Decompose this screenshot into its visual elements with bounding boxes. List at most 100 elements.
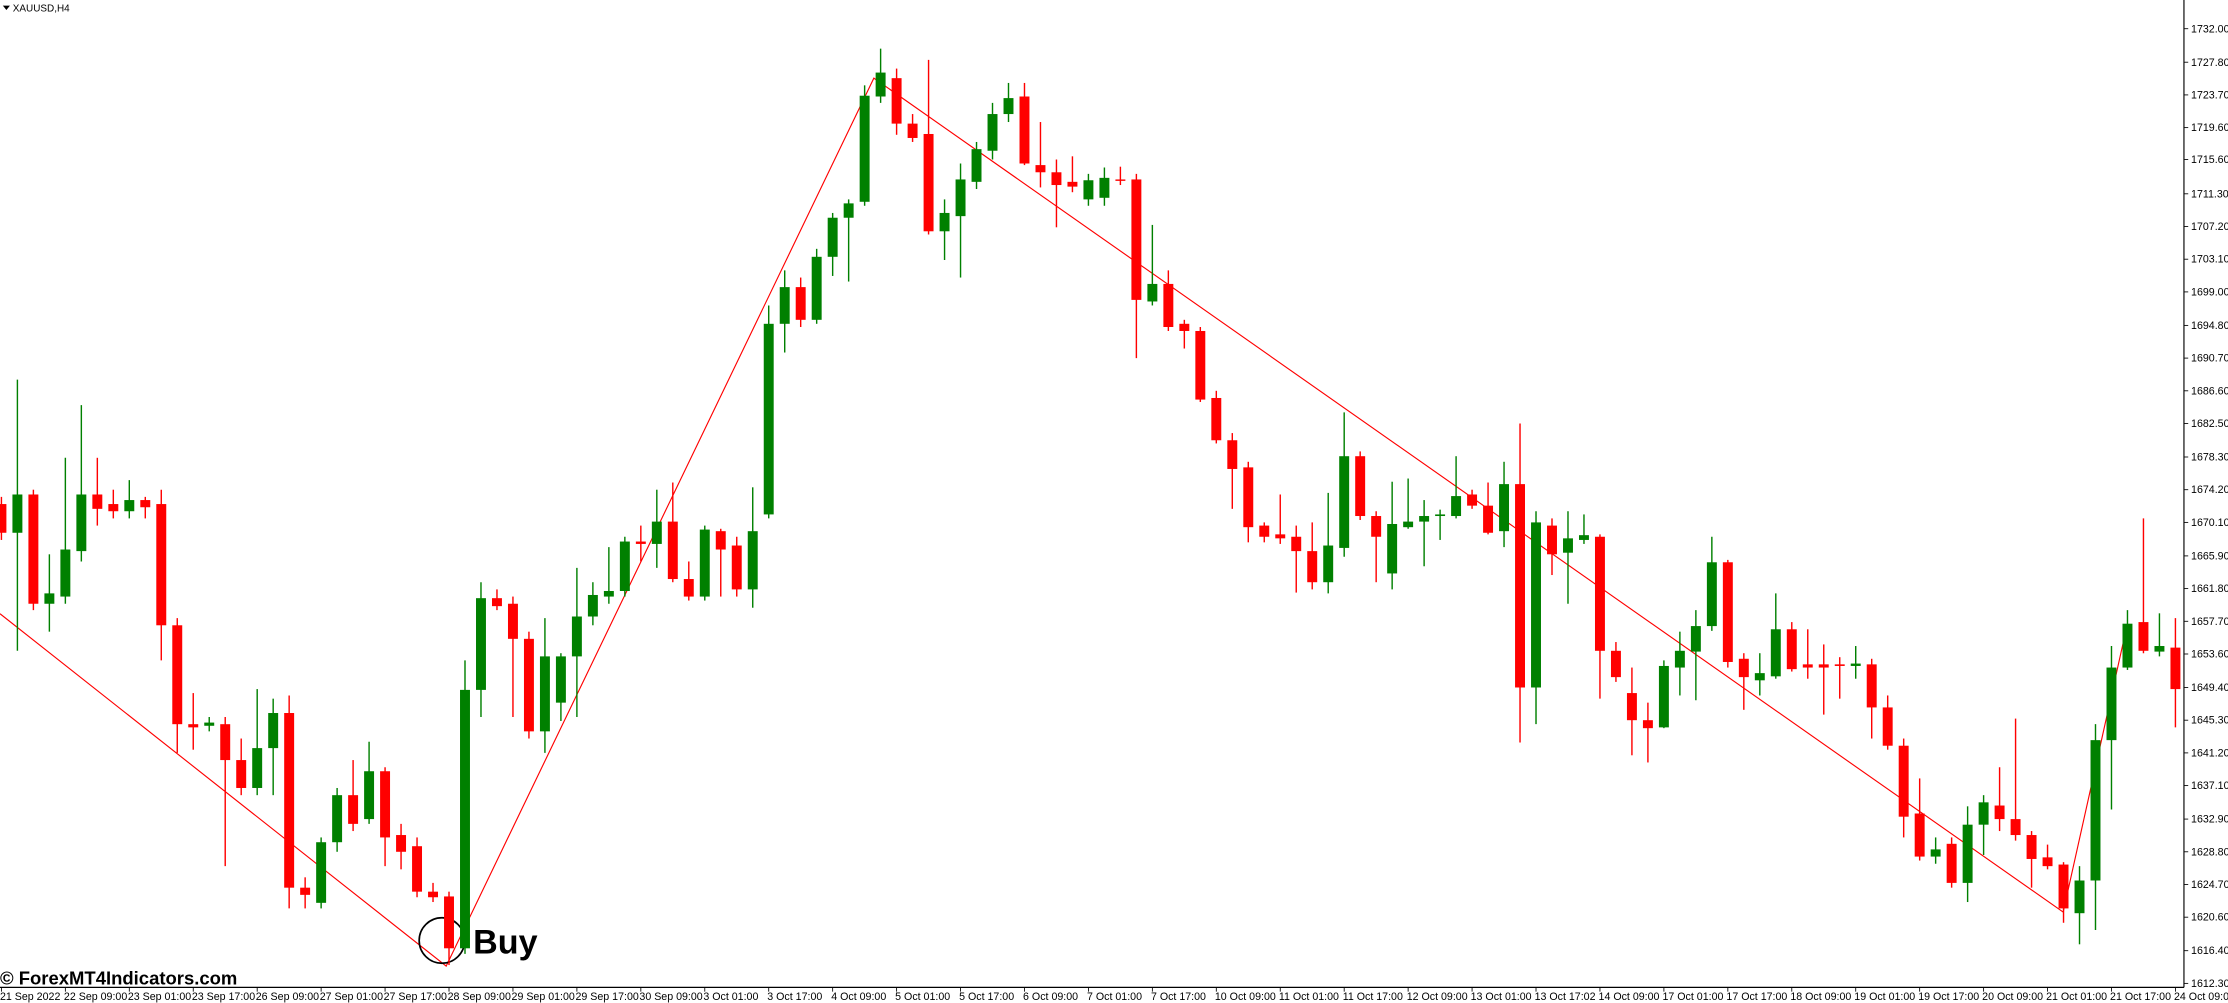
candle-body: [1259, 525, 1270, 537]
y-tick-label: 1682.50: [2191, 418, 2228, 430]
candle-body: [491, 598, 502, 607]
x-tick-label: 20 Oct 09:00: [1982, 991, 2043, 1003]
y-tick-label: 1690.70: [2191, 353, 2228, 365]
candle-body: [1898, 745, 1909, 817]
candle-body: [1914, 813, 1925, 857]
y-tick-label: 1711.30: [2191, 188, 2228, 200]
candle-body: [603, 590, 614, 597]
x-tick-label: 17 Oct 01:00: [1662, 991, 1723, 1003]
candle-body: [252, 748, 263, 788]
x-tick-label: 21 Oct 01:00: [2046, 991, 2107, 1003]
candle-body: [891, 78, 902, 124]
candle-body: [1067, 181, 1078, 187]
y-tick-label: 1719.60: [2191, 122, 2228, 134]
x-tick-label: 23 Sep 01:00: [128, 991, 191, 1003]
candle-body: [699, 529, 710, 597]
candle-body: [1547, 525, 1557, 555]
x-tick-label: 11 Oct 17:00: [1343, 991, 1403, 1003]
candle-body: [1003, 98, 1014, 115]
zigzag-line: [0, 77, 2128, 967]
candle-body: [1115, 179, 1126, 181]
candle-body: [1962, 824, 1973, 883]
y-tick-label: 1657.70: [2191, 616, 2228, 628]
x-tick-label: 22 Sep 09:00: [64, 991, 127, 1003]
y-tick-label: 1661.80: [2191, 583, 2228, 595]
x-tick-label: 26 Sep 09:00: [256, 991, 319, 1003]
x-tick-label: 24 Oct 09:00: [2174, 991, 2228, 1003]
candle-body: [1802, 664, 1813, 668]
candle-body: [955, 179, 966, 217]
candle-body: [124, 500, 135, 512]
x-tick-label: 3 Oct 17:00: [767, 991, 822, 1003]
candle-body: [571, 616, 582, 657]
candle-body: [332, 795, 343, 843]
candle-body: [1131, 179, 1142, 300]
y-tick-label: 1703.10: [2191, 254, 2228, 266]
x-tick-label: 29 Sep 17:00: [575, 991, 638, 1003]
candle-body: [60, 549, 71, 597]
candle-body: [731, 545, 742, 590]
candle-body: [1035, 165, 1046, 173]
candle-body: [1706, 562, 1717, 627]
y-tick-label: 1699.00: [2191, 286, 2228, 298]
candle-body: [0, 504, 7, 533]
candle-body: [1770, 629, 1781, 677]
candle-body: [284, 713, 295, 888]
candle-body: [1626, 693, 1637, 721]
x-tick-label: 21 Oct 17:00: [2110, 991, 2171, 1003]
candle-body: [1930, 849, 1941, 857]
candle-body: [2010, 819, 2021, 836]
candle-body: [923, 133, 934, 232]
candle-body: [364, 771, 375, 820]
candle-body: [1674, 650, 1685, 668]
y-tick-label: 1612.30: [2191, 978, 2228, 990]
candle-body: [763, 323, 774, 515]
candle-body: [2138, 622, 2149, 651]
candle-body: [1163, 283, 1174, 327]
y-tick-label: 1665.90: [2191, 550, 2228, 562]
candle-body: [1994, 805, 2005, 820]
x-tick-label: 29 Sep 01:00: [512, 991, 575, 1003]
candle-body: [44, 593, 55, 604]
candle-body: [1179, 323, 1190, 331]
candle-body: [300, 887, 311, 895]
candle-body: [715, 531, 726, 550]
candle-body: [1531, 522, 1541, 688]
candle-body: [2058, 864, 2069, 909]
y-tick-label: 1645.30: [2191, 715, 2228, 727]
x-tick-label: 3 Oct 01:00: [703, 991, 758, 1003]
candle-body: [172, 625, 183, 725]
candle-body: [380, 771, 391, 838]
candle-body: [1594, 536, 1605, 651]
candle-body: [1818, 664, 1829, 668]
candle-body: [875, 72, 886, 97]
candle-body: [539, 656, 550, 732]
x-tick-label: 17 Oct 17:00: [1726, 991, 1787, 1003]
candle-body: [795, 287, 806, 320]
candle-body: [236, 760, 247, 788]
candle-body: [204, 722, 215, 726]
y-tick-label: 1715.60: [2191, 154, 2228, 166]
candle-body: [1323, 545, 1334, 583]
candle-body: [12, 494, 23, 533]
candle-body: [587, 594, 598, 617]
candle-body: [987, 114, 998, 151]
candle-body: [1786, 629, 1797, 670]
x-tick-label: 19 Oct 01:00: [1854, 991, 1915, 1003]
candle-body: [555, 656, 566, 703]
candle-body: [268, 713, 279, 749]
x-tick-label: 14 Oct 09:00: [1599, 991, 1660, 1003]
candle-body: [2106, 667, 2117, 741]
candle-body: [188, 724, 199, 728]
y-tick-label: 1649.40: [2191, 682, 2228, 694]
y-tick-label: 1637.10: [2191, 780, 2228, 792]
candle-body: [460, 689, 470, 949]
candle-body: [140, 500, 151, 508]
x-tick-label: 10 Oct 09:00: [1215, 991, 1276, 1003]
candle-body: [1834, 664, 1845, 666]
candle-body: [1051, 172, 1062, 186]
y-tick-label: 1732.00: [2191, 23, 2228, 35]
candle-body: [651, 521, 662, 544]
